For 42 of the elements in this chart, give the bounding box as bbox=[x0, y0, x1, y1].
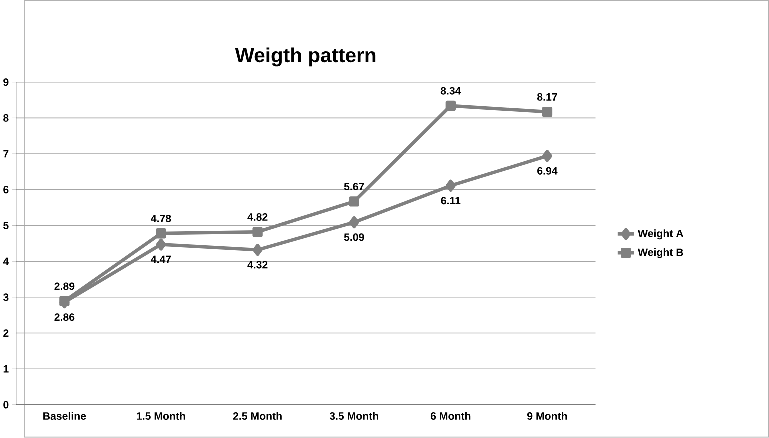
y-tick-label: 1 bbox=[4, 366, 9, 373]
data-label: 6.11 bbox=[441, 197, 461, 205]
y-tick-label: 9 bbox=[4, 78, 9, 86]
x-tick-label: 1.5 Month bbox=[137, 412, 186, 420]
x-tick-label: 9 Month bbox=[527, 412, 568, 420]
point bbox=[252, 227, 263, 238]
x-tick-label: Baseline bbox=[44, 412, 86, 420]
data-label: 6.94 bbox=[538, 167, 558, 175]
data-label: 8.17 bbox=[537, 93, 558, 101]
data-label: 2.89 bbox=[54, 282, 75, 290]
point bbox=[542, 107, 553, 118]
legend-label: Weight B bbox=[638, 248, 684, 258]
point bbox=[156, 228, 166, 239]
data-label: 4.47 bbox=[151, 256, 172, 264]
data-label: 5.09 bbox=[344, 234, 364, 242]
data-label: 2.86 bbox=[54, 314, 75, 322]
legend-label: Weight A bbox=[638, 230, 684, 240]
chart-title: Weigth pattern bbox=[235, 48, 376, 67]
data-label: 4.78 bbox=[151, 214, 172, 222]
point bbox=[349, 196, 360, 207]
y-tick-label: 2 bbox=[4, 330, 9, 338]
y-tick-label: 3 bbox=[3, 294, 9, 302]
point bbox=[156, 238, 166, 251]
y-tick-label: 6 bbox=[4, 186, 9, 194]
point bbox=[446, 180, 456, 192]
point bbox=[60, 296, 70, 306]
x-tick-label: 3.5 Month bbox=[330, 412, 378, 420]
data-label: 8.34 bbox=[440, 87, 462, 95]
point bbox=[349, 216, 360, 229]
y-tick-label: 0 bbox=[4, 401, 9, 409]
point bbox=[446, 100, 456, 112]
data-label: 5.67 bbox=[344, 183, 364, 191]
data-label: 4.82 bbox=[248, 214, 268, 222]
y-tick-label: 4 bbox=[3, 258, 10, 266]
x-tick-label: 6 Month bbox=[430, 412, 471, 420]
y-tick-label: 5 bbox=[4, 222, 9, 230]
data-label: 4.32 bbox=[248, 261, 268, 269]
y-tick-label: 7 bbox=[4, 150, 9, 158]
x-tick-label: 2.5 Month bbox=[233, 412, 282, 420]
point bbox=[252, 244, 263, 256]
point bbox=[542, 150, 552, 162]
y-tick-label: 8 bbox=[4, 114, 9, 122]
